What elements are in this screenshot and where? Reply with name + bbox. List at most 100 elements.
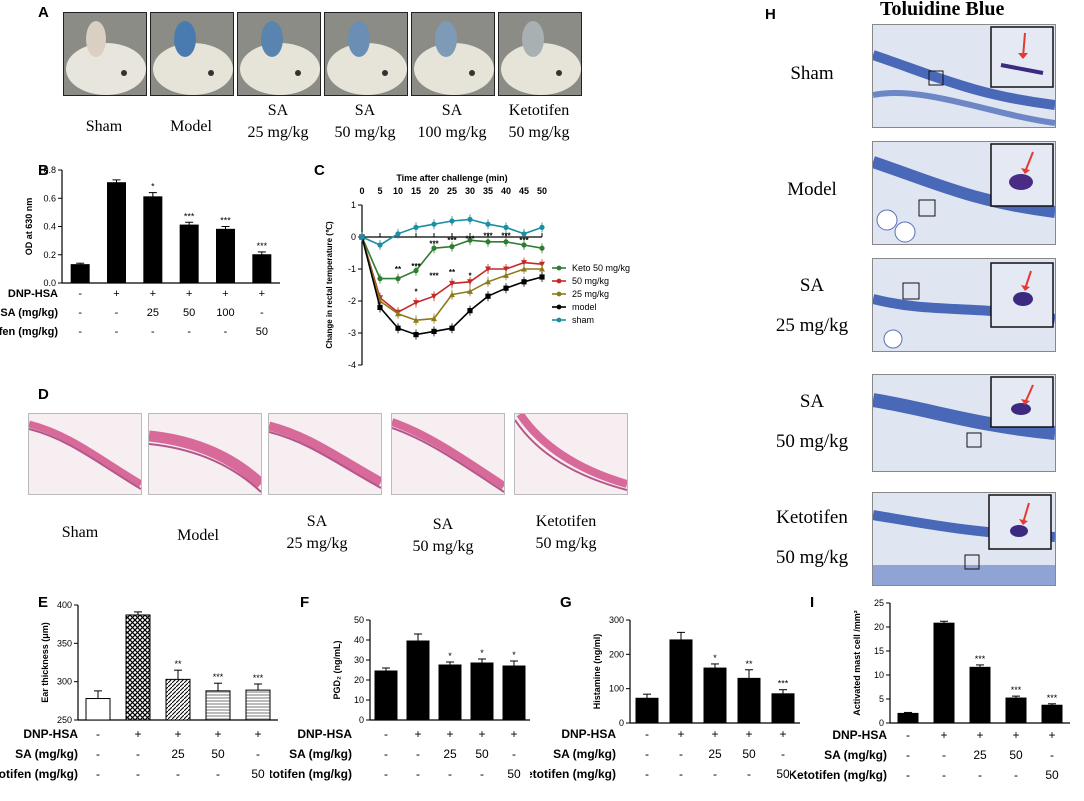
panel-label-g: G [560,594,572,611]
y-tick-label: 0.0 [43,278,56,288]
bar [252,254,272,284]
treatment-row-label: DNP-HSA [297,727,352,741]
treatment-cell: - [416,747,420,761]
data-point [521,279,527,285]
data-point [467,237,473,243]
significance-label: * [448,651,452,661]
data-point [377,304,383,310]
he-image-ketotifen [514,413,628,495]
significance-label: * [713,653,717,663]
x-tick-label: 35 [483,186,493,196]
treatment-cell: + [779,727,786,741]
data-point [377,276,383,282]
treatment-cell: - [679,767,683,781]
y-tick-label: -3 [348,328,356,338]
y-tick-label: 350 [57,638,72,648]
treatment-cell: - [679,747,683,761]
treatment-cell: + [478,727,485,741]
data-point [467,216,473,222]
h-caption-3: SA 25 mg/kg [775,275,849,336]
treatment-cell: - [781,747,785,761]
treatment-cell: + [150,288,156,300]
significance-label: *** [253,673,264,683]
y-tick-label: 5 [879,694,884,704]
treatment-row-label: Ketotifen (mg/kg) [270,767,352,781]
data-point [431,315,437,322]
treatment-cell: 50 [742,747,756,761]
x-tick-label: 15 [411,186,421,196]
y-tick-label: 0 [619,718,624,728]
mouse-photo-sham [63,12,147,96]
treatment-cell: - [645,727,649,741]
he-image-sham [28,413,142,495]
bar [245,689,271,721]
data-point [467,279,473,285]
h-caption-1: Sham [790,63,834,84]
treatment-cell: - [1050,748,1054,762]
significance-label: *** [220,216,231,226]
data-point [449,280,455,287]
significance-label: *** [1011,685,1022,695]
data-point [359,234,365,240]
treatment-cell: - [942,748,946,762]
bar [70,264,90,284]
treatment-cell: - [96,727,100,741]
bar [1005,697,1027,724]
data-point [503,239,509,245]
x-tick-label: 5 [377,186,382,196]
tb-image-sa25 [872,258,1056,352]
treatment-cell: - [176,767,180,781]
legend-label: model [572,302,597,312]
y-tick-label: 50 [354,615,364,625]
legend-marker [556,291,562,297]
treatment-cell: - [906,728,910,742]
significance-label: ** [395,265,402,274]
y-tick-label: 20 [354,675,364,685]
treatment-row-label: Ketotifen (mg/kg) [790,768,887,782]
h-caption-4: SA 50 mg/kg [775,391,849,452]
treatment-cell: + [1012,728,1019,742]
treatment-cell: - [942,768,946,782]
data-point [485,221,491,227]
panel-label-e: E [38,594,49,611]
toluidine-title: Toluidine Blue [880,0,1005,20]
y-tick-label: 0.2 [43,250,56,260]
data-point [539,245,545,251]
he-image-model [148,413,262,495]
panel-label-d: D [38,386,49,403]
bar [406,640,430,721]
bar [669,639,693,724]
x-tick-label: 25 [447,186,457,196]
significance-label: ** [174,659,182,669]
legend-marker [556,317,562,323]
significance-label: * [151,182,155,192]
treatment-cell: 25 [973,748,987,762]
y-tick-label: 20 [874,622,884,632]
bar [107,182,126,284]
treatment-cell: + [745,727,752,741]
treatment-row-label: DNP-HSA [23,727,78,741]
tb-image-sa50 [872,374,1056,472]
y-tick-label: 30 [354,655,364,665]
legend-marker [556,265,562,271]
treatment-cell: 50 [1009,748,1023,762]
significance-label: *** [429,271,439,280]
treatment-cell: - [480,767,484,781]
treatment-cell: + [113,288,119,300]
treatment-cell: 25 [708,747,722,761]
treatment-cell: - [224,326,228,338]
a-caption-5: SA 100 mg/kg [417,102,487,141]
treatment-cell: + [259,288,265,300]
y-tick-label: 400 [57,600,72,610]
data-point [413,224,419,230]
treatment-cell: - [78,326,82,338]
treatment-row-label: Ketotifen (mg/kg) [0,326,58,338]
bar [969,666,991,724]
bar [125,614,151,721]
bar [703,667,727,724]
bar [502,665,526,721]
significance-label: *** [1047,693,1058,703]
y-tick-label: -4 [348,360,356,370]
data-point [503,266,509,272]
